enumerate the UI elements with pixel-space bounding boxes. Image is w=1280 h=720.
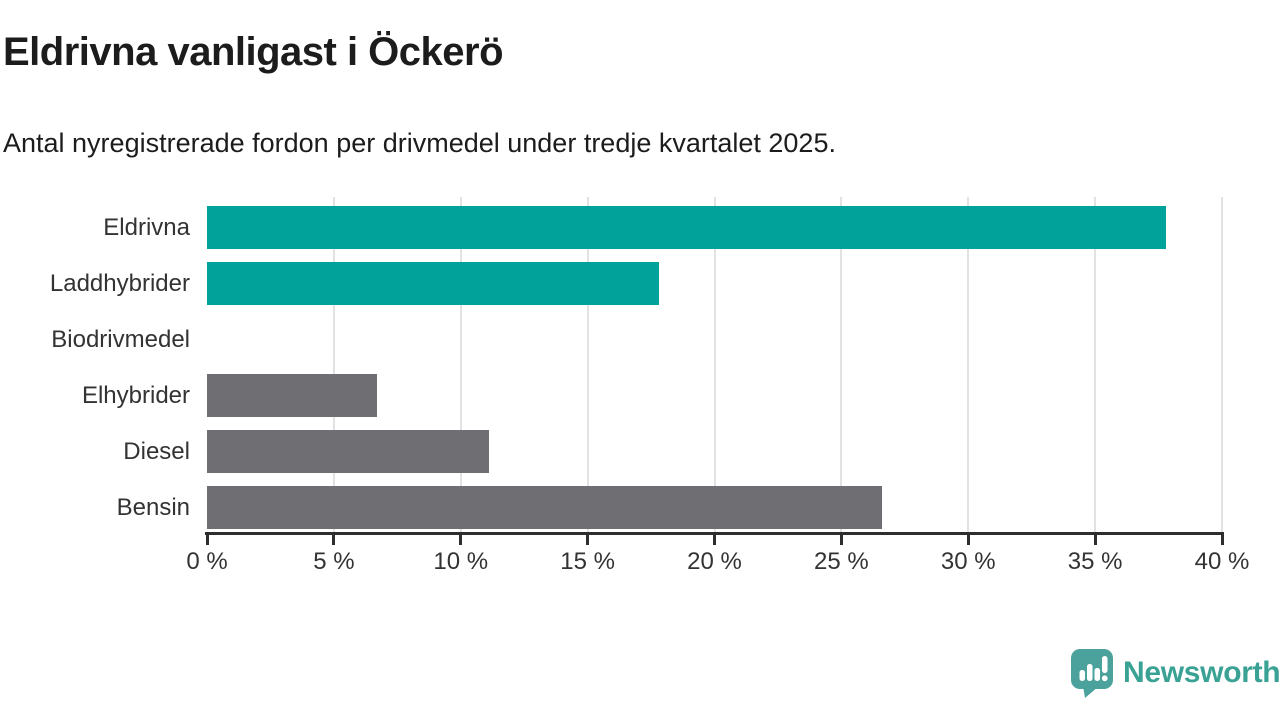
bar-diesel [207, 430, 489, 473]
bar-laddhybrider [207, 262, 659, 305]
x-tick-label-0: 0 % [186, 548, 228, 575]
x-tick-label-40: 40 % [1194, 548, 1250, 575]
x-tick-label-5: 5 % [313, 548, 355, 575]
gridline-30 [967, 197, 970, 533]
plot-area [207, 197, 1223, 533]
category-label-biodrivmedel: Biodrivmedel [51, 326, 190, 353]
x-tick-30 [966, 535, 970, 545]
category-label-diesel: Diesel [123, 438, 190, 465]
x-tick-20 [713, 535, 716, 545]
x-tick-label-30: 30 % [940, 548, 996, 575]
x-tick-15 [586, 535, 590, 545]
chart-subtitle: Antal nyregistrerade fordon per drivmede… [3, 128, 836, 158]
x-tick-label-10: 10 % [433, 548, 489, 575]
gridline-5 [332, 197, 335, 533]
x-tick-0 [205, 535, 209, 545]
x-tick-label-20: 20 % [687, 548, 742, 575]
category-labels: Eldrivna Laddhybrider Biodrivmedel Elhybrid… [0, 197, 190, 533]
x-tick-label-25: 25 % [814, 548, 869, 575]
x-axis-tick-labels: 0 % 5 % 10 % 15 % 20 % 25 % 30 % 35 % 40 % [186, 548, 1249, 578]
gridline-15 [586, 197, 589, 533]
x-tick-10 [459, 535, 463, 545]
newsworthy-logo-text: Newsworthy [1123, 656, 1280, 689]
x-tick-label-15: 15 % [560, 548, 615, 575]
category-label-bensin: Bensin [116, 494, 190, 521]
gridline-25 [840, 197, 843, 533]
gridline-10 [459, 197, 462, 533]
x-tick-label-35: 35 % [1067, 548, 1123, 575]
bar-eldrivna [207, 206, 1167, 249]
x-axis-line [205, 532, 1224, 535]
x-axis-ticks [205, 535, 1224, 547]
gridline-20 [713, 197, 716, 533]
x-tick-25 [839, 535, 843, 545]
newsworthy-branding: Newsworthy [1070, 648, 1280, 698]
chart-title: Eldrivna vanligast i Öckerö [3, 30, 504, 74]
x-tick-5 [332, 535, 336, 545]
category-label-laddhybrider: Laddhybrider [49, 270, 190, 297]
category-label-eldrivna: Eldrivna [103, 214, 190, 241]
gridline-40 [1221, 197, 1223, 533]
newsworthy-logo-icon [1071, 649, 1113, 698]
gridline-35 [1094, 197, 1097, 533]
bar-bensin [207, 486, 882, 529]
x-tick-35 [1093, 535, 1097, 545]
category-label-elhybrider: Elhybrider [81, 382, 190, 409]
x-tick-40 [1220, 535, 1224, 545]
bar-elhybrider [207, 374, 377, 417]
